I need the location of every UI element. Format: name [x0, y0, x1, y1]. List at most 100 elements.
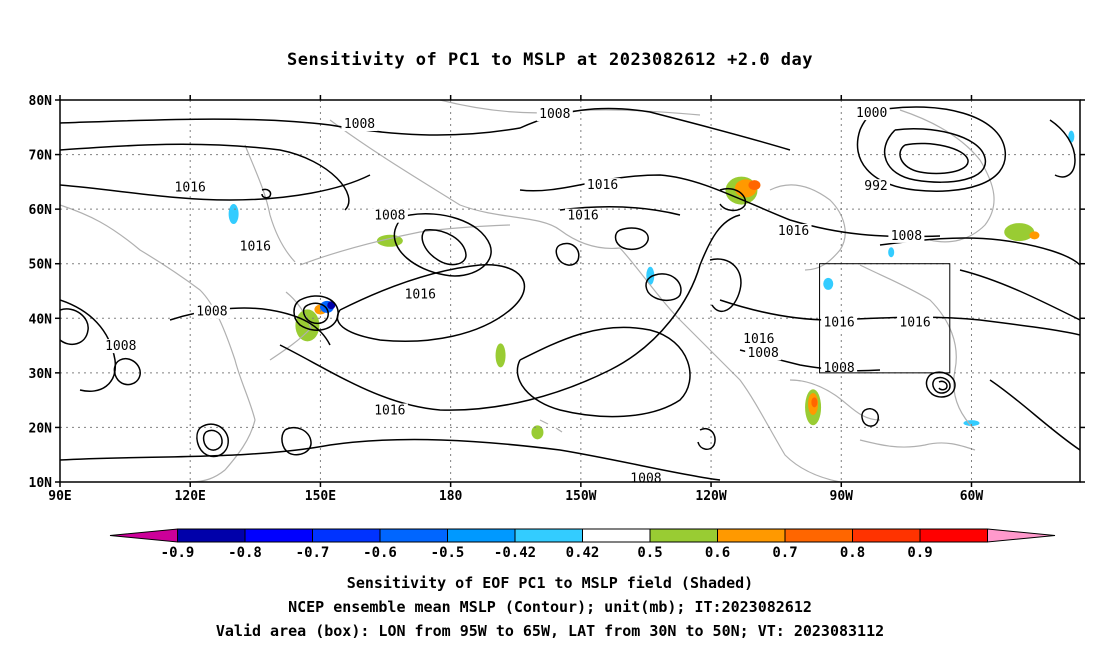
- lon-tick-label: 150W: [565, 489, 596, 504]
- lat-tick-label: 70N: [29, 149, 53, 164]
- contour-label-bg: [821, 360, 858, 375]
- contour-label: 1008: [891, 229, 922, 244]
- contour-closed-small2: [645, 273, 682, 301]
- lat-tick-label: 20N: [29, 421, 53, 436]
- contour-label-bg: [775, 223, 812, 238]
- contour-1016-high: [279, 214, 741, 411]
- coast-gulf: [789, 379, 881, 421]
- contour-mexico: [697, 428, 716, 450]
- contour-label: 1008: [823, 361, 854, 376]
- coast-na-west: [619, 247, 841, 482]
- colorbar-extend-high: [987, 528, 1056, 543]
- caption-line-1: Sensitivity of EOF PC1 to MSLP field (Sh…: [346, 574, 754, 592]
- colorbar-label: -0.8: [228, 545, 262, 561]
- contour-nw-low1: [60, 308, 89, 346]
- colorbar-swatch: [379, 528, 448, 543]
- contour-label-bg: [193, 304, 230, 319]
- contour-label: 992: [864, 179, 887, 194]
- colorbar-swatch: [784, 528, 853, 543]
- contour-1008-tropic: [60, 438, 721, 481]
- contour-label-bg: [237, 239, 274, 254]
- colorbar-swatch: [649, 528, 718, 543]
- lat-tick-label: 60N: [29, 203, 53, 218]
- coastlines: [60, 100, 995, 482]
- contour-label: 1000: [856, 106, 887, 121]
- sensitivity-patch: [823, 277, 834, 290]
- contour-label-bg: [897, 315, 934, 330]
- coast-hawaii: [539, 419, 563, 433]
- colorbar-label: -0.5: [431, 545, 465, 561]
- lat-tick-label: 10N: [29, 476, 53, 491]
- contour-label-bg: [371, 208, 408, 223]
- coast-caribbean: [859, 439, 976, 451]
- contour-label: 1008: [196, 305, 227, 320]
- contour-label: 1008: [374, 209, 405, 224]
- coast-kamchatka: [244, 144, 296, 263]
- contour-1016-loop: [336, 264, 526, 342]
- contour-east-1016: [959, 269, 1080, 321]
- contour-1016-north: [60, 174, 371, 201]
- contour-low-japan: [293, 295, 339, 331]
- colorbar-swatch: [312, 528, 381, 543]
- contour-label: 1016: [743, 332, 774, 347]
- colorbar-swatch: [447, 528, 516, 543]
- contour-ring3: [899, 142, 969, 175]
- coast-aleutians: [299, 224, 511, 266]
- sensitivity-patch: [495, 343, 506, 368]
- contour-label: 1008: [344, 117, 375, 132]
- contour-gulf-low: [861, 408, 880, 427]
- contour-label-bg: [740, 332, 777, 347]
- contour-typhoon1: [196, 423, 229, 458]
- caption-line-2: NCEP ensemble mean MSLP (Contour); unit(…: [288, 598, 812, 616]
- contour-closed-small1: [614, 227, 649, 251]
- sensitivity-patch: [811, 397, 818, 408]
- lon-tick-label: 90W: [830, 489, 854, 504]
- mslp-contours: [60, 106, 1080, 481]
- contour-label-bg: [536, 107, 573, 122]
- contour-label-bg: [172, 180, 209, 195]
- contour-label: 1016: [778, 224, 809, 239]
- colorbar-swatch: [582, 528, 651, 543]
- map-title: Sensitivity of PC1 to MSLP at 2023082612…: [286, 50, 813, 70]
- contour-label-bg: [821, 315, 858, 330]
- contour-typhoon2: [202, 429, 223, 451]
- contour-nw-low2: [113, 358, 141, 386]
- contour-low-pacific-inner: [421, 229, 467, 266]
- contour-low-pacific: [393, 213, 492, 277]
- caption-line-3: Valid area (box): LON from 95W to 65W, L…: [215, 622, 885, 640]
- contour-1016-mid: [519, 174, 941, 238]
- coast-asia-east: [60, 204, 256, 482]
- contour-label-bg: [584, 178, 621, 193]
- lat-tick-label: 40N: [29, 312, 53, 327]
- contour-label: 1016: [374, 404, 405, 419]
- colorbar-swatch: [852, 528, 921, 543]
- colorbar-swatch: [177, 528, 246, 543]
- lat-tick-label: 30N: [29, 367, 53, 382]
- colorbar-label: 0.5: [637, 545, 662, 561]
- lon-tick-label: 180: [439, 489, 463, 504]
- coast-japan: [269, 291, 312, 361]
- contour-label: 1016: [899, 316, 930, 331]
- colorbar-label: -0.42: [494, 545, 536, 561]
- contour-closed-small3: [555, 242, 580, 266]
- contour-label: 1008: [630, 472, 661, 487]
- contour-label: 1016: [567, 209, 598, 224]
- contour-high-center: [516, 326, 691, 418]
- contour-east-high: [1049, 119, 1076, 178]
- contour-ring2: [884, 127, 986, 183]
- contour-1016-south: [559, 205, 681, 216]
- contour-low-japan-in: [302, 302, 329, 325]
- colorbar-label: 0.7: [772, 545, 797, 561]
- colorbar-label: 0.6: [705, 545, 730, 561]
- sensitivity-patch: [888, 247, 895, 258]
- contour-label-bg: [371, 403, 408, 418]
- contour-na-low: [709, 258, 742, 312]
- lat-tick-label: 80N: [29, 94, 53, 109]
- colorbar-label: 0.8: [840, 545, 865, 561]
- sensitivity-patch: [1004, 223, 1035, 242]
- sensitivity-shading: [228, 130, 1075, 440]
- sensitivity-patch: [1029, 231, 1040, 240]
- valid-area-box: [819, 263, 951, 374]
- lat-tick-label: 50N: [29, 258, 53, 273]
- lon-tick-label: 120W: [695, 489, 726, 504]
